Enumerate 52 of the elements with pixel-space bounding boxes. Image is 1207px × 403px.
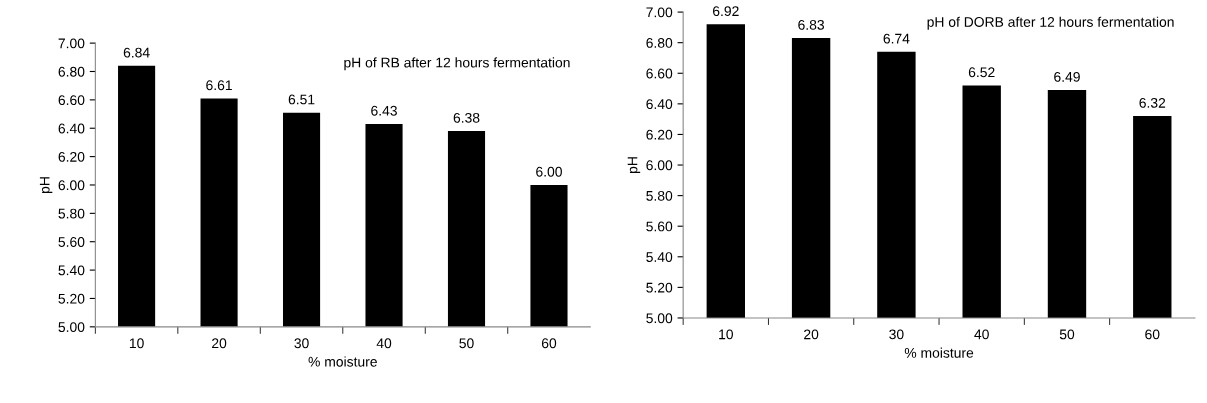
x-tick-label: 50 <box>1059 329 1075 340</box>
y-tick-label: 6.20 <box>58 151 85 162</box>
x-tick-label: 50 <box>459 338 474 349</box>
x-tick-label: 20 <box>804 329 819 340</box>
data-label: 6.52 <box>968 67 995 78</box>
x-tick-label: 60 <box>1145 329 1160 340</box>
x-tick-label: 30 <box>294 338 309 349</box>
x-axis-title: % moisture <box>308 356 377 367</box>
text: pH of RB after 12 hours fermentation <box>344 57 570 71</box>
y-tick-label: 6.00 <box>58 180 85 191</box>
y-tick-label: 6.20 <box>646 129 673 140</box>
x-tick-label: 30 <box>889 329 904 340</box>
y-tick-label: 6.80 <box>646 38 673 48</box>
data-label: 6.43 <box>371 105 397 116</box>
data-label: 6.32 <box>1139 97 1166 108</box>
y-tick-label: 6.80 <box>58 66 85 77</box>
y-tick-label: 7.00 <box>646 7 673 18</box>
chart-title: pH of DORB after 12 hours fermentation <box>927 16 1174 30</box>
y-tick-label: 6.40 <box>646 99 673 110</box>
y-tick-label: 6.60 <box>646 68 673 79</box>
x-axis-title: % moisture <box>904 347 974 358</box>
y-tick-label: 5.80 <box>646 190 673 201</box>
y-tick-label: 5.00 <box>58 322 85 332</box>
y-tick-label: 5.00 <box>646 313 673 324</box>
y-tick-label: 7.00 <box>58 38 85 49</box>
y-tick-label: 5.80 <box>58 208 85 219</box>
y-tick-label: 6.60 <box>58 95 85 106</box>
x-tick-label: 10 <box>719 329 733 340</box>
y-axis-title: pH <box>627 157 641 174</box>
y-axis-title: pH <box>39 177 53 193</box>
data-label: 6.49 <box>1054 71 1080 82</box>
x-tick-label: 10 <box>129 338 144 349</box>
data-label: 6.38 <box>453 112 480 123</box>
data-label: 6.84 <box>123 47 150 58</box>
y-tick-label: 5.60 <box>646 221 673 232</box>
x-tick-label: 60 <box>541 338 557 349</box>
data-label: 6.51 <box>288 94 315 105</box>
x-tick-label: 40 <box>974 329 989 340</box>
y-tick-label: 5.60 <box>58 237 85 247</box>
y-tick-label: 5.20 <box>58 293 85 304</box>
x-tick-label: 40 <box>376 338 392 349</box>
data-label: 6.83 <box>798 19 825 30</box>
y-tick-label: 5.40 <box>58 265 85 276</box>
data-label: 6.74 <box>883 33 910 44</box>
data-label: 6.92 <box>713 6 739 17</box>
y-tick-label: 5.40 <box>646 252 673 262</box>
x-tick-label: 20 <box>212 338 227 349</box>
y-tick-label: 5.20 <box>646 282 673 293</box>
y-tick-label: 6.40 <box>58 123 85 134</box>
y-tick-label: 6.00 <box>646 160 673 171</box>
data-label: 6.00 <box>536 166 562 177</box>
data-label: 6.61 <box>206 80 232 91</box>
